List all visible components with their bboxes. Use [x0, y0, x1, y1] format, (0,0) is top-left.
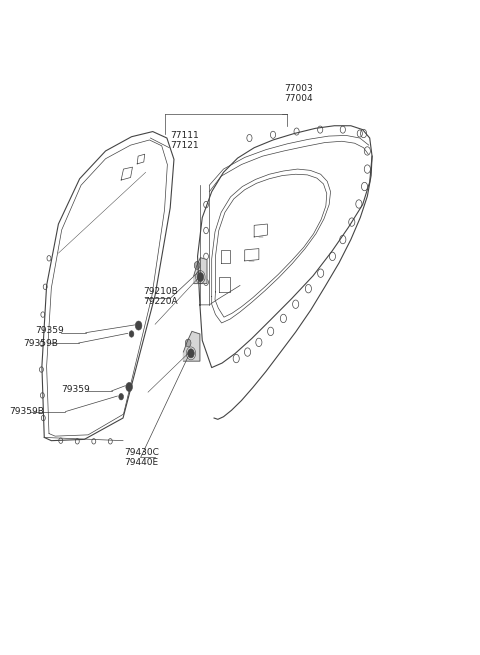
Polygon shape: [194, 257, 207, 284]
Text: 79359: 79359: [35, 326, 63, 335]
Text: 77111: 77111: [170, 131, 199, 140]
Text: 77004: 77004: [284, 94, 312, 103]
Text: 79220A: 79220A: [144, 297, 178, 306]
Circle shape: [126, 383, 132, 392]
Text: 77121: 77121: [170, 141, 199, 149]
Circle shape: [188, 349, 194, 358]
Text: 79440E: 79440E: [124, 458, 158, 466]
Circle shape: [135, 321, 142, 330]
Circle shape: [129, 331, 134, 337]
Text: 79359: 79359: [61, 385, 89, 394]
Circle shape: [185, 339, 191, 347]
Circle shape: [197, 272, 204, 282]
Text: 79359B: 79359B: [9, 407, 44, 416]
Text: 77003: 77003: [284, 84, 312, 94]
Circle shape: [119, 394, 123, 400]
Text: 79430C: 79430C: [124, 448, 159, 457]
Text: 79359B: 79359B: [23, 339, 58, 348]
Text: 79210B: 79210B: [144, 288, 178, 297]
Circle shape: [194, 261, 200, 269]
Polygon shape: [183, 331, 200, 361]
